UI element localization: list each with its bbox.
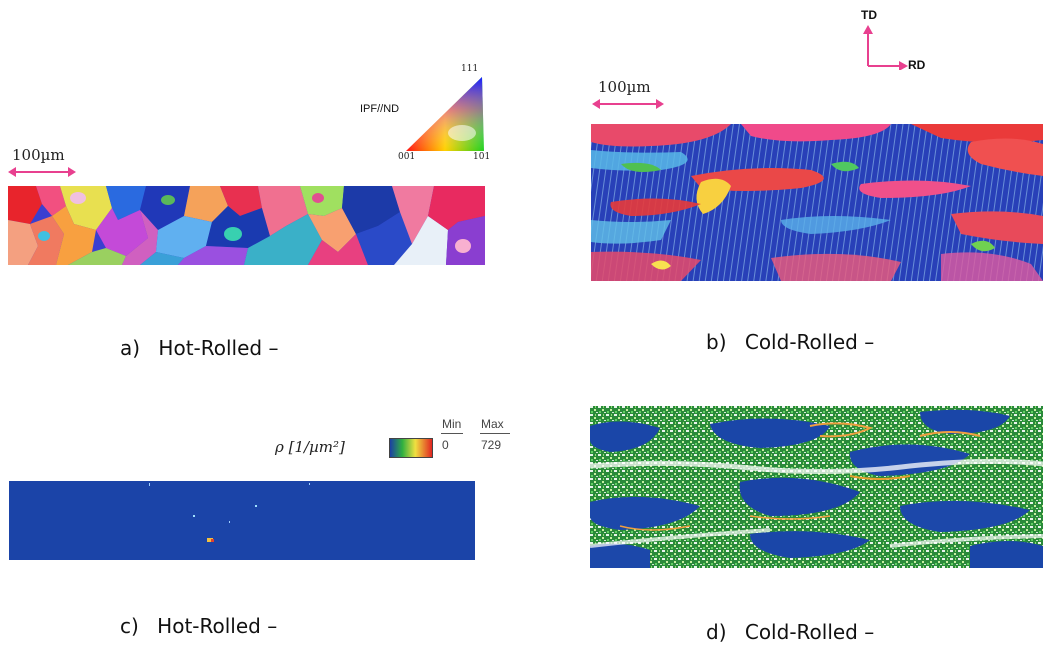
caption-b: b) Cold-Rolled – [706, 330, 874, 354]
ipf-key-111: 111 [461, 64, 479, 74]
caption-c-letter: c) [120, 614, 139, 638]
caption-b-text: Cold-Rolled – [744, 330, 875, 354]
density-max-header: Max [481, 417, 504, 431]
caption-d: d) Cold-Rolled – [706, 620, 874, 644]
axis-rd-label: RD [908, 58, 926, 72]
ipf-triangle [406, 77, 484, 151]
caption-a-text: Hot-Rolled – [158, 336, 279, 360]
caption-d-text: Cold-Rolled – [744, 620, 875, 644]
scale-bar-b-label: 100µm [598, 78, 651, 96]
max-divider [480, 433, 510, 434]
scale-bar-b-arrow [592, 99, 664, 109]
density-max-value: 729 [481, 438, 502, 452]
density-min-header: Min [442, 417, 462, 431]
cold-rolled-ipf-map [591, 124, 1043, 281]
caption-a: a) Hot-Rolled – [120, 336, 278, 360]
caption-c: c) Hot-Rolled – [120, 614, 277, 638]
caption-d-letter: d) [706, 620, 727, 644]
cold-rolled-density-map [590, 406, 1043, 568]
axis-td-label: TD [861, 8, 877, 22]
ipf-key-101: 101 [473, 152, 491, 162]
ipf-key-001: 001 [398, 152, 416, 162]
td-rd-arrows [863, 25, 908, 70]
min-divider [441, 433, 463, 434]
scale-bar-a-arrow [8, 167, 76, 177]
ipf-key-title: IPF//ND [360, 103, 400, 115]
density-min-value: 0 [442, 438, 449, 452]
hot-rolled-density-map [9, 481, 475, 560]
density-legend-label: ρ [1/µm²] [275, 438, 345, 456]
caption-c-text: Hot-Rolled – [157, 614, 278, 638]
caption-b-letter: b) [706, 330, 727, 354]
density-colorbar [389, 438, 433, 458]
scale-bar-a-label: 100µm [12, 146, 65, 164]
caption-a-letter: a) [120, 336, 141, 360]
hot-rolled-ipf-map [8, 186, 485, 265]
